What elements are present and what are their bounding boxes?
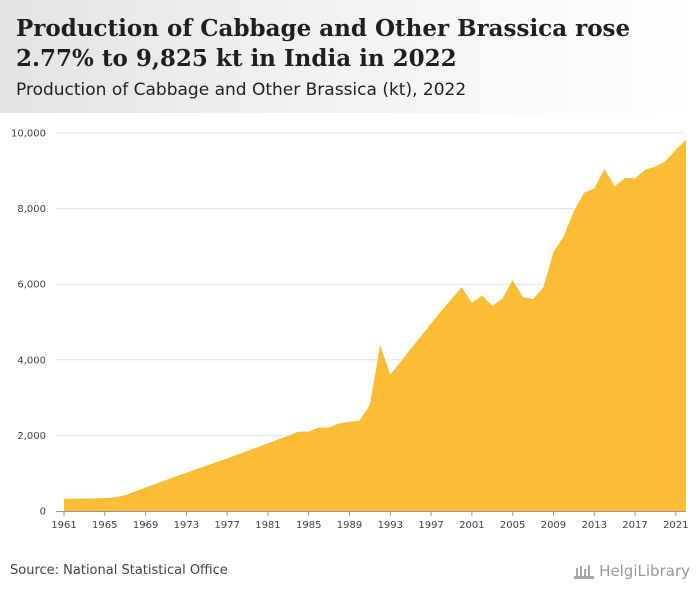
y-tick-label: 10,000 bbox=[11, 129, 46, 140]
y-tick-label: 6,000 bbox=[17, 280, 46, 291]
production-area bbox=[64, 139, 686, 511]
y-tick-label: 0 bbox=[40, 507, 46, 518]
helgi-library-logo: HelgiLibrary bbox=[573, 560, 690, 582]
chart-subtitle: Production of Cabbage and Other Brassica… bbox=[16, 80, 467, 100]
x-tick-label: 1977 bbox=[214, 520, 239, 531]
x-tick-label: 1993 bbox=[378, 520, 403, 531]
x-tick-label: 1969 bbox=[133, 520, 158, 531]
x-tick-label: 1973 bbox=[174, 520, 199, 531]
x-tick-label: 2005 bbox=[500, 520, 525, 531]
x-tick-label: 1981 bbox=[255, 520, 280, 531]
y-tick-label: 2,000 bbox=[17, 431, 46, 442]
chart-title: Production of Cabbage and Other Brassica… bbox=[16, 15, 631, 72]
y-tick-label: 4,000 bbox=[17, 355, 46, 366]
x-tick-label: 1985 bbox=[296, 520, 321, 531]
header-band: Production of Cabbage and Other Brassica… bbox=[0, 0, 700, 113]
source-note: Source: National Statistical Office bbox=[10, 563, 228, 578]
area-series bbox=[64, 139, 686, 511]
x-tick-label: 2001 bbox=[459, 520, 484, 531]
x-tick-label: 1997 bbox=[418, 520, 443, 531]
x-tick-label: 2013 bbox=[582, 520, 607, 531]
y-axis-ticks: 0 2,000 4,000 6,000 8,000 10,000 bbox=[11, 129, 46, 518]
logo-text: HelgiLibrary bbox=[599, 562, 690, 580]
x-tick-label: 2021 bbox=[663, 520, 688, 531]
x-tick-label: 1965 bbox=[92, 520, 117, 531]
library-icon bbox=[574, 565, 595, 579]
x-tick-label: 1989 bbox=[337, 520, 362, 531]
x-axis-ticks: 1961 1965 1969 1973 1977 1981 1985 1989 1993 1997… bbox=[51, 511, 689, 531]
y-tick-label: 8,000 bbox=[17, 204, 46, 215]
area-chart: 0 2,000 4,000 6,000 8,000 10,000 1961 1965 1969… bbox=[11, 129, 689, 532]
x-tick-label: 1961 bbox=[51, 520, 76, 531]
x-tick-label: 2009 bbox=[541, 520, 566, 531]
x-tick-label: 2017 bbox=[622, 520, 647, 531]
